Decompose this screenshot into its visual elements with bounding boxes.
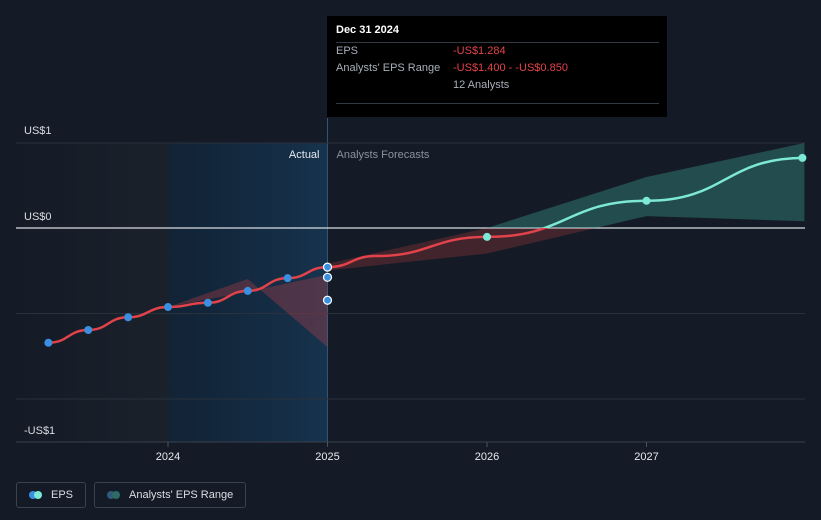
eps-actual-point-3 bbox=[164, 303, 172, 312]
x-tick-label-3: 2027 bbox=[634, 451, 658, 463]
eps-actual-line bbox=[48, 265, 328, 344]
eps-tooltip: Dec 31 2024 EPS -US$1.284 Analysts' EPS … bbox=[327, 16, 667, 117]
tooltip-range-key: Analysts' EPS Range bbox=[336, 62, 441, 74]
legend-item-eps[interactable]: EPS bbox=[16, 482, 87, 508]
tooltip-analysts-row: 12 Analysts bbox=[336, 77, 659, 104]
tooltip-eps-key: EPS bbox=[336, 45, 359, 57]
y-tick-label-2: -US$1 bbox=[24, 425, 55, 437]
forecast-range-band-negative bbox=[327, 228, 596, 271]
y-tick-label-0: US$1 bbox=[24, 125, 52, 137]
eps-forecast-point-0 bbox=[483, 232, 491, 241]
range-legend-icon bbox=[107, 491, 121, 499]
tooltip-analysts-spacer bbox=[336, 77, 453, 103]
eps-actual-point-4 bbox=[203, 298, 212, 307]
eps-actual-point-6 bbox=[283, 274, 292, 283]
x-tick-label-0: 2024 bbox=[156, 451, 180, 463]
actual-region-label: Actual bbox=[289, 149, 320, 161]
eps-range-high-marker bbox=[322, 295, 333, 305]
tooltip-date: Dec 31 2024 bbox=[336, 24, 399, 36]
eps-actual-point-1 bbox=[84, 326, 93, 334]
eps-forecast-line-positive bbox=[540, 156, 805, 228]
tooltip-eps-value: -US$1.284 bbox=[453, 45, 506, 57]
forecast-region-label: Analysts Forecasts bbox=[337, 149, 430, 161]
tooltip-analysts-count: 12 Analysts bbox=[453, 79, 510, 91]
legend-range-label: Analysts' EPS Range bbox=[129, 489, 234, 501]
x-tick-label-2: 2026 bbox=[475, 451, 499, 463]
forecast-range-band-positive bbox=[487, 143, 805, 228]
tooltip-range-value: -US$1.400 - -US$0.850 bbox=[453, 62, 568, 74]
legend: EPS Analysts' EPS Range bbox=[16, 482, 247, 508]
eps-legend-icon bbox=[29, 491, 42, 499]
eps-range-low-marker bbox=[322, 272, 333, 282]
actual-range-band bbox=[168, 274, 328, 347]
tooltip-eps-row: EPS -US$1.284 bbox=[336, 42, 659, 60]
eps-forecast-end-point bbox=[798, 153, 807, 162]
eps-forecast-line-negative bbox=[327, 228, 549, 269]
eps-actual-point-2 bbox=[124, 313, 133, 322]
legend-eps-label: EPS bbox=[51, 489, 74, 501]
eps-actual-point-0 bbox=[44, 338, 53, 347]
x-tick-label-1: 2025 bbox=[315, 451, 339, 463]
eps-current-marker bbox=[322, 262, 333, 272]
tooltip-range-row: Analysts' EPS Range -US$1.400 - -US$0.85… bbox=[336, 60, 659, 77]
history-shade bbox=[16, 143, 168, 442]
y-tick-label-1: US$0 bbox=[24, 211, 52, 223]
legend-item-range[interactable]: Analysts' EPS Range bbox=[94, 482, 247, 508]
eps-actual-point-5 bbox=[243, 286, 252, 295]
eps-forecast-point-1 bbox=[642, 196, 651, 205]
